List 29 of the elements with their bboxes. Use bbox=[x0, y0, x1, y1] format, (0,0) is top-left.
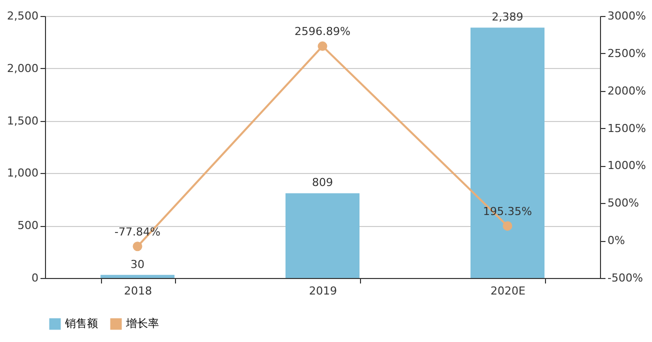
y2-tick-label: 2000% bbox=[608, 84, 646, 98]
x-tick-label: 2019 bbox=[309, 284, 337, 298]
y-tick-label: 2,500 bbox=[7, 10, 38, 22]
x-tick-label: 2018 bbox=[124, 284, 152, 298]
data-label: 2,389 bbox=[492, 10, 524, 24]
y2-tick-label: 1000% bbox=[608, 159, 646, 172]
x-tick-label: 2020E bbox=[490, 284, 526, 298]
point bbox=[318, 41, 328, 51]
data-label: 809 bbox=[312, 176, 333, 190]
y2-tick-label: 2500% bbox=[608, 46, 646, 60]
point bbox=[502, 221, 512, 231]
legend-label: 销售额 bbox=[64, 317, 98, 330]
y-tick-label: 1,500 bbox=[7, 114, 38, 128]
y2-tick-label: 500% bbox=[608, 196, 639, 210]
y-tick-label: 2,000 bbox=[7, 62, 38, 75]
bar bbox=[286, 193, 360, 278]
bar bbox=[470, 28, 544, 278]
data-label: 30 bbox=[130, 258, 144, 271]
bar bbox=[100, 274, 174, 278]
y2-tick-label: 3000% bbox=[608, 10, 646, 22]
y2-tick-label: 1500% bbox=[608, 122, 646, 135]
y-tick-label: 1,000 bbox=[7, 166, 38, 180]
point bbox=[132, 242, 142, 252]
y2-tick-label: 0% bbox=[608, 234, 625, 248]
data-label: 2596.89% bbox=[294, 25, 350, 38]
y2-tick-label: -500% bbox=[608, 272, 643, 284]
y-tick-label: 0 bbox=[32, 272, 38, 284]
legend-label: 增长率 bbox=[125, 317, 159, 330]
y-tick-label: 500 bbox=[18, 219, 38, 232]
